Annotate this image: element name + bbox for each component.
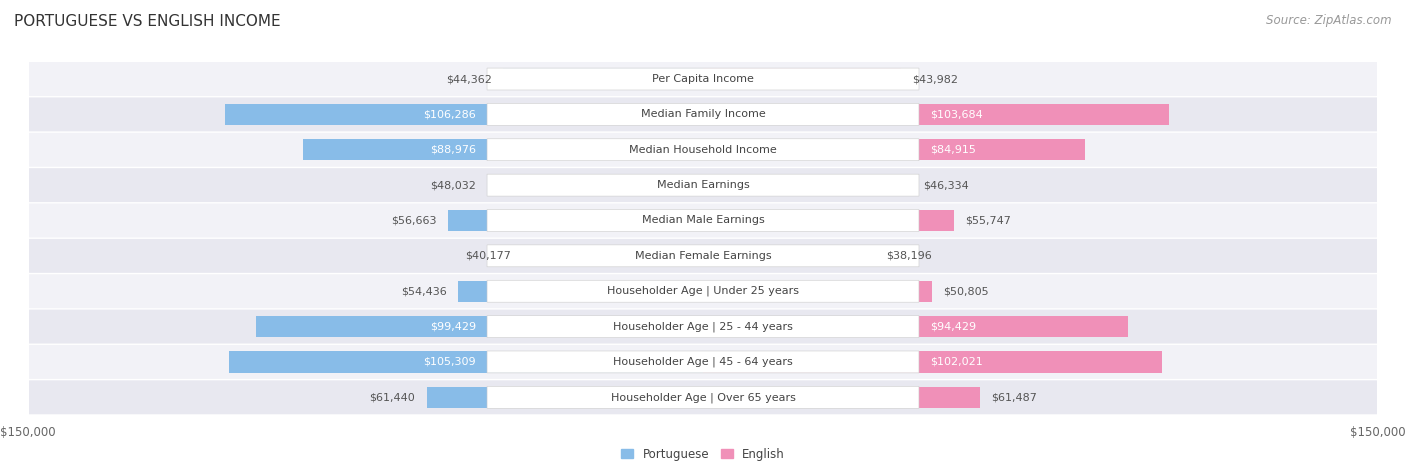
Text: $43,982: $43,982 [912, 74, 957, 84]
Bar [703, 316, 1128, 337]
Text: $106,286: $106,286 [423, 109, 475, 120]
FancyBboxPatch shape [486, 210, 920, 232]
Text: $46,334: $46,334 [922, 180, 969, 190]
Text: $54,436: $54,436 [401, 286, 447, 296]
FancyBboxPatch shape [486, 103, 920, 125]
FancyBboxPatch shape [486, 174, 920, 196]
Text: Source: ZipAtlas.com: Source: ZipAtlas.com [1267, 14, 1392, 27]
Bar [703, 351, 1161, 373]
Text: Median Male Earnings: Median Male Earnings [641, 215, 765, 226]
Text: $94,429: $94,429 [931, 322, 976, 332]
FancyBboxPatch shape [30, 345, 1376, 379]
Text: Median Earnings: Median Earnings [657, 180, 749, 190]
FancyBboxPatch shape [486, 68, 920, 90]
Bar [426, 387, 703, 408]
Text: $102,021: $102,021 [931, 357, 983, 367]
Bar [486, 175, 703, 196]
Bar [703, 69, 901, 90]
Bar [703, 281, 932, 302]
FancyBboxPatch shape [30, 380, 1376, 414]
FancyBboxPatch shape [486, 280, 920, 302]
Text: Householder Age | Under 25 years: Householder Age | Under 25 years [607, 286, 799, 297]
Bar [302, 139, 703, 160]
FancyBboxPatch shape [486, 139, 920, 161]
FancyBboxPatch shape [30, 133, 1376, 167]
FancyBboxPatch shape [30, 239, 1376, 273]
Bar [703, 175, 911, 196]
FancyBboxPatch shape [486, 386, 920, 408]
Text: $56,663: $56,663 [391, 215, 437, 226]
Text: $50,805: $50,805 [943, 286, 988, 296]
Text: $38,196: $38,196 [886, 251, 932, 261]
Bar [703, 210, 953, 231]
Text: $105,309: $105,309 [423, 357, 475, 367]
Text: Median Household Income: Median Household Income [628, 145, 778, 155]
Bar [522, 245, 703, 267]
Bar [703, 387, 980, 408]
Bar [229, 351, 703, 373]
Text: Median Female Earnings: Median Female Earnings [634, 251, 772, 261]
Bar [503, 69, 703, 90]
Text: Median Family Income: Median Family Income [641, 109, 765, 120]
Bar [225, 104, 703, 125]
FancyBboxPatch shape [486, 245, 920, 267]
Text: $61,440: $61,440 [370, 392, 415, 402]
Legend: Portuguese, English: Portuguese, English [616, 443, 790, 466]
FancyBboxPatch shape [30, 310, 1376, 344]
FancyBboxPatch shape [30, 274, 1376, 308]
Text: $103,684: $103,684 [931, 109, 983, 120]
FancyBboxPatch shape [30, 204, 1376, 237]
Text: Householder Age | 45 - 64 years: Householder Age | 45 - 64 years [613, 357, 793, 367]
Bar [449, 210, 703, 231]
FancyBboxPatch shape [30, 168, 1376, 202]
Text: $44,362: $44,362 [446, 74, 492, 84]
Bar [703, 104, 1170, 125]
Bar [703, 139, 1085, 160]
Text: $88,976: $88,976 [430, 145, 475, 155]
Text: Householder Age | 25 - 44 years: Householder Age | 25 - 44 years [613, 321, 793, 332]
Text: Per Capita Income: Per Capita Income [652, 74, 754, 84]
Bar [703, 245, 875, 267]
Text: $84,915: $84,915 [931, 145, 976, 155]
FancyBboxPatch shape [486, 351, 920, 373]
Text: Householder Age | Over 65 years: Householder Age | Over 65 years [610, 392, 796, 403]
Text: $55,747: $55,747 [965, 215, 1011, 226]
Text: $61,487: $61,487 [991, 392, 1036, 402]
Text: PORTUGUESE VS ENGLISH INCOME: PORTUGUESE VS ENGLISH INCOME [14, 14, 281, 29]
Bar [256, 316, 703, 337]
Text: $99,429: $99,429 [430, 322, 475, 332]
FancyBboxPatch shape [30, 98, 1376, 131]
Text: $48,032: $48,032 [430, 180, 475, 190]
Text: $40,177: $40,177 [465, 251, 510, 261]
Bar [458, 281, 703, 302]
FancyBboxPatch shape [486, 316, 920, 338]
FancyBboxPatch shape [30, 62, 1376, 96]
